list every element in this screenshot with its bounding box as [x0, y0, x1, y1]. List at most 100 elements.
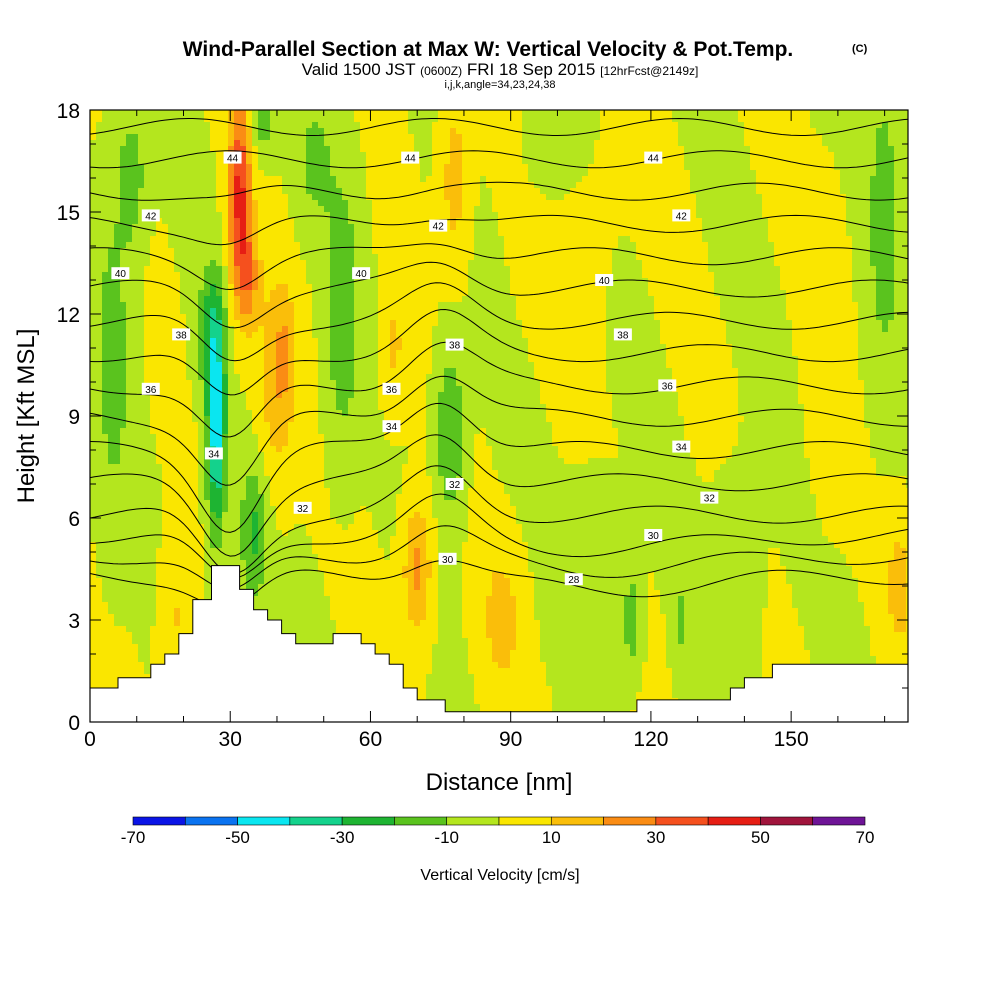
- velocity-cell: [114, 194, 121, 201]
- velocity-cell: [450, 128, 457, 135]
- velocity-cell: [96, 170, 103, 177]
- velocity-cell: [630, 230, 637, 237]
- velocity-cell: [558, 110, 565, 117]
- velocity-cell: [498, 206, 505, 213]
- velocity-cell: [270, 176, 277, 183]
- velocity-cell: [666, 146, 673, 153]
- velocity-cell: [90, 110, 97, 117]
- velocity-cell: [630, 188, 637, 195]
- velocity-cell: [396, 110, 403, 117]
- velocity-cell: [372, 278, 379, 285]
- velocity-cell: [156, 290, 163, 297]
- velocity-cell: [588, 224, 595, 231]
- velocity-cell: [810, 302, 817, 309]
- velocity-cell: [684, 122, 691, 129]
- velocity-cell: [378, 260, 385, 267]
- velocity-cell: [414, 194, 421, 201]
- velocity-cell: [588, 278, 595, 285]
- velocity-cell: [276, 146, 283, 153]
- velocity-cell: [456, 128, 463, 135]
- velocity-cell: [798, 236, 805, 243]
- velocity-cell: [120, 152, 127, 159]
- velocity-cell: [714, 284, 721, 291]
- velocity-cell: [216, 314, 223, 321]
- velocity-cell: [906, 230, 908, 237]
- velocity-cell: [312, 236, 319, 243]
- velocity-cell: [606, 290, 613, 297]
- velocity-cell: [126, 170, 133, 177]
- velocity-cell: [180, 278, 187, 285]
- velocity-cell: [786, 248, 793, 255]
- velocity-cell: [486, 314, 493, 321]
- velocity-cell: [906, 206, 908, 213]
- velocity-cell: [144, 170, 151, 177]
- velocity-cell: [186, 158, 193, 165]
- velocity-cell: [102, 242, 109, 249]
- velocity-cell: [780, 260, 787, 267]
- velocity-cell: [684, 194, 691, 201]
- velocity-cell: [258, 134, 265, 141]
- velocity-cell: [648, 248, 655, 255]
- velocity-cell: [864, 290, 871, 297]
- velocity-cell: [594, 188, 601, 195]
- velocity-cell: [168, 266, 175, 273]
- velocity-cell: [756, 272, 763, 279]
- velocity-cell: [432, 278, 439, 285]
- velocity-cell: [870, 272, 877, 279]
- velocity-cell: [390, 272, 397, 279]
- velocity-cell: [798, 308, 805, 315]
- velocity-cell: [876, 122, 883, 129]
- velocity-cell: [690, 134, 697, 141]
- velocity-cell: [102, 200, 109, 207]
- velocity-cell: [750, 224, 757, 231]
- velocity-cell: [492, 224, 499, 231]
- velocity-cell: [228, 272, 235, 279]
- velocity-cell: [546, 176, 553, 183]
- velocity-cell: [498, 308, 505, 315]
- velocity-cell: [252, 194, 259, 201]
- velocity-cell: [774, 194, 781, 201]
- velocity-cell: [480, 152, 487, 159]
- velocity-cell: [774, 140, 781, 147]
- velocity-cell: [900, 218, 907, 225]
- velocity-cell: [636, 308, 643, 315]
- velocity-cell: [474, 284, 481, 291]
- velocity-cell: [480, 158, 487, 165]
- velocity-cell: [852, 242, 859, 249]
- velocity-cell: [288, 308, 295, 315]
- velocity-cell: [798, 320, 805, 327]
- velocity-cell: [720, 200, 727, 207]
- velocity-cell: [822, 260, 829, 267]
- velocity-cell: [258, 182, 265, 189]
- velocity-cell: [306, 296, 313, 303]
- velocity-cell: [300, 236, 307, 243]
- velocity-cell: [738, 176, 745, 183]
- velocity-cell: [180, 200, 187, 207]
- velocity-cell: [870, 290, 877, 297]
- velocity-cell: [288, 116, 295, 123]
- velocity-cell: [210, 230, 217, 237]
- velocity-cell: [660, 152, 667, 159]
- velocity-cell: [612, 188, 619, 195]
- velocity-cell: [276, 290, 283, 297]
- velocity-cell: [342, 182, 349, 189]
- velocity-cell: [882, 158, 889, 165]
- velocity-cell: [714, 158, 721, 165]
- velocity-cell: [558, 314, 565, 321]
- velocity-cell: [870, 200, 877, 207]
- velocity-cell: [582, 284, 589, 291]
- velocity-cell: [594, 260, 601, 267]
- velocity-cell: [528, 290, 535, 297]
- velocity-cell: [678, 140, 685, 147]
- velocity-cell: [456, 206, 463, 213]
- velocity-cell: [690, 212, 697, 219]
- velocity-cell: [246, 116, 253, 123]
- velocity-cell: [480, 224, 487, 231]
- velocity-cell: [96, 230, 103, 237]
- velocity-cell: [714, 302, 721, 309]
- velocity-cell: [324, 164, 331, 171]
- velocity-cell: [690, 284, 697, 291]
- velocity-cell: [402, 254, 409, 261]
- velocity-cell: [636, 284, 643, 291]
- velocity-cell: [762, 212, 769, 219]
